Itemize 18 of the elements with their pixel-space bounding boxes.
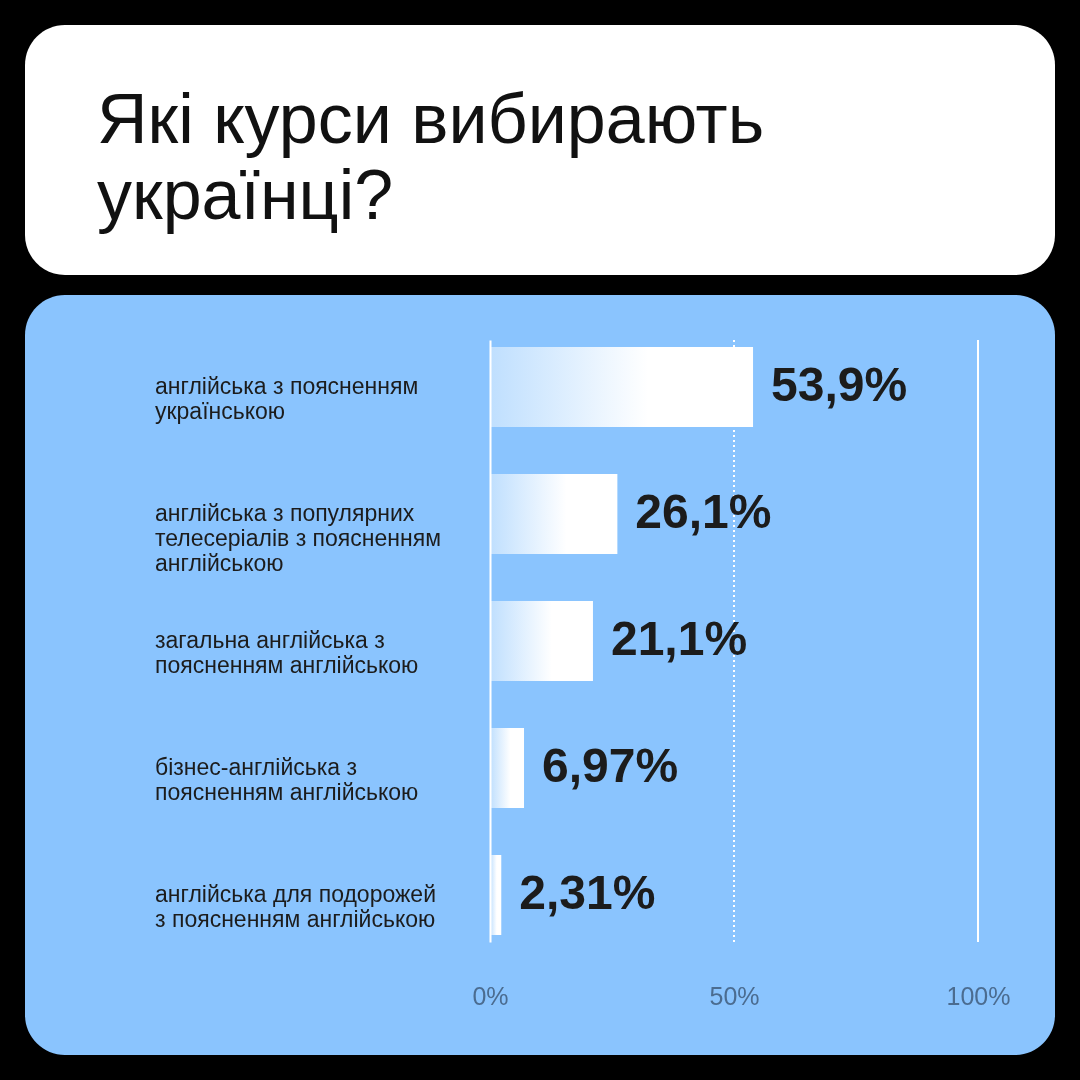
bar: [490, 600, 593, 682]
y-tick-label: англійська з популярних телесеріалів з поясненням англійською: [155, 500, 441, 576]
y-tick-label: англійська з поясненням українською: [155, 372, 419, 424]
bar: [490, 346, 754, 427]
y-tick-label: загальна англійська з поясненням англійською: [155, 627, 419, 678]
data-label: 2,31%: [519, 866, 656, 920]
data-label: 21,1%: [610, 612, 748, 665]
x-tick-label: 0%: [472, 981, 509, 1010]
bar: [490, 728, 525, 809]
x-tick-label: 100%: [946, 981, 1011, 1010]
y-tick-label: бізнес-англійська з поясненням англійською: [155, 754, 419, 805]
data-label: 53,9%: [771, 357, 908, 411]
x-tick-label: 50%: [709, 981, 760, 1010]
data-label: 26,1%: [635, 485, 772, 538]
bar: [490, 473, 618, 554]
data-label: 6,97%: [542, 739, 679, 792]
chart-title: Які курси вибирають українці?: [97, 80, 765, 234]
y-tick-label: англійська для подорожей з поясненням англійською: [155, 881, 436, 933]
